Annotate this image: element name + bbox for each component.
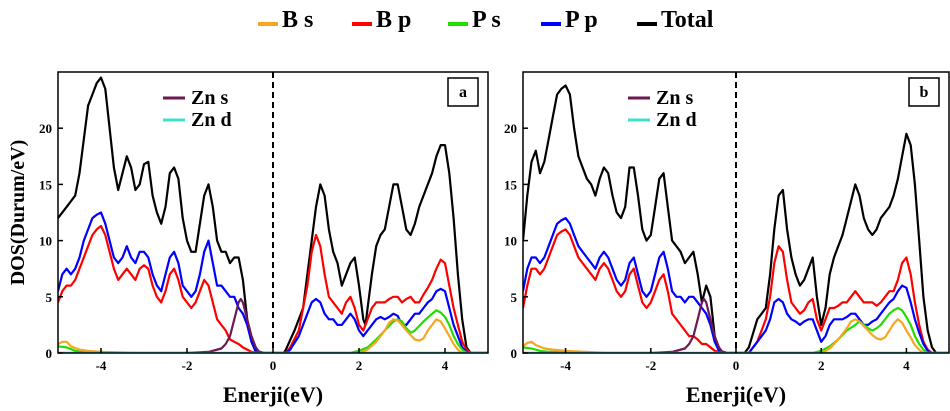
panel-a: -4 -2 0 2 4 0 5 10 15 20 Enerji(eV) DOS(Durum/eV) a Z…	[7, 71, 489, 407]
y-tick-label: 15	[504, 177, 518, 192]
legend-label-b-p: B p	[376, 7, 411, 33]
panel-label-box	[447, 77, 479, 107]
y-tick-label: 5	[511, 290, 518, 305]
inset-legend-label-zn-d: Zn d	[191, 109, 232, 131]
inset-legend-label-zn-d: Zn d	[656, 109, 697, 131]
series-line-total	[523, 84, 949, 353]
x-axis-label: Enerji(eV)	[223, 382, 323, 407]
y-tick-label: 5	[46, 290, 53, 305]
y-tick-label: 20	[504, 121, 517, 136]
panel-label: a	[459, 84, 467, 101]
x-tick-label: 2	[818, 358, 825, 373]
top-legend: B s B p P s P p Total	[258, 7, 714, 33]
series-line-p-p	[58, 211, 488, 353]
y-tick-label: 20	[39, 121, 52, 136]
series-line-p-s	[523, 306, 949, 353]
legend-label-p-s: P s	[472, 7, 501, 33]
x-tick-label: -2	[645, 358, 656, 373]
panel-b: -4 -2 0 2 4 0 5 10 15 20 Enerji(eV) b Zn sZn d	[504, 71, 950, 407]
x-tick-label: -2	[182, 358, 193, 373]
x-tick-label: 2	[356, 358, 363, 373]
legend-label-b-s: B s	[282, 7, 313, 33]
y-tick-label: 0	[46, 346, 53, 361]
inset-legend-label-zn-s: Zn s	[191, 87, 228, 109]
panel-label: b	[920, 84, 929, 101]
x-tick-label: 0	[733, 358, 740, 373]
series-line-total	[58, 76, 488, 353]
series-line-p-p	[523, 217, 949, 353]
y-axis-label: DOS(Durum/eV)	[7, 140, 29, 286]
series-line-b-s	[58, 318, 488, 353]
x-tick-label: 0	[270, 358, 277, 373]
legend-label-total: Total	[661, 7, 714, 33]
y-tick-label: 15	[39, 177, 53, 192]
x-tick-label: -4	[96, 358, 107, 373]
panel-label-box	[908, 77, 940, 107]
series-line-b-s	[523, 318, 949, 353]
x-tick-label: -4	[560, 358, 571, 373]
y-tick-label: 0	[511, 346, 518, 361]
x-tick-label: 4	[442, 358, 449, 373]
y-tick-label: 10	[39, 234, 52, 249]
inset-legend-label-zn-s: Zn s	[656, 87, 693, 109]
x-tick-label: 4	[903, 358, 910, 373]
x-axis-label: Enerji(eV)	[686, 382, 786, 407]
y-tick-label: 10	[504, 234, 517, 249]
legend-label-p-p: P p	[565, 7, 598, 33]
